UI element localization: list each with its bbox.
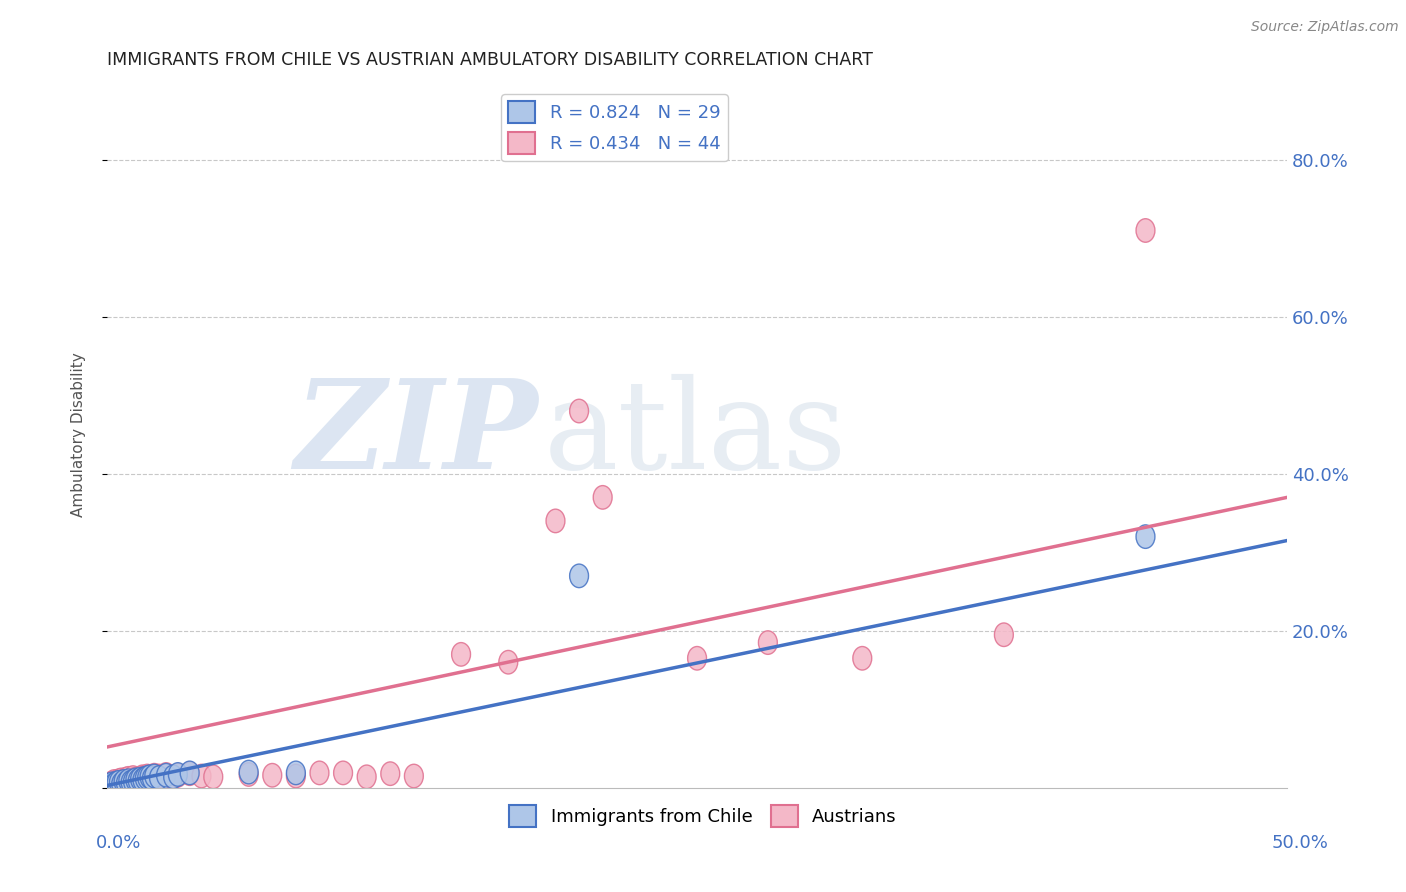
Ellipse shape (287, 761, 305, 785)
Ellipse shape (333, 761, 353, 785)
Ellipse shape (853, 647, 872, 670)
Text: 50.0%: 50.0% (1272, 834, 1329, 852)
Ellipse shape (451, 642, 471, 666)
Ellipse shape (381, 762, 399, 786)
Ellipse shape (569, 564, 589, 588)
Ellipse shape (107, 772, 127, 795)
Ellipse shape (180, 761, 200, 785)
Ellipse shape (193, 764, 211, 788)
Ellipse shape (142, 766, 162, 790)
Ellipse shape (124, 766, 142, 789)
Ellipse shape (287, 764, 305, 788)
Ellipse shape (180, 762, 200, 786)
Ellipse shape (758, 631, 778, 655)
Ellipse shape (546, 509, 565, 533)
Legend: Immigrants from Chile, Austrians: Immigrants from Chile, Austrians (502, 797, 904, 834)
Ellipse shape (124, 770, 142, 793)
Ellipse shape (131, 766, 149, 790)
Ellipse shape (103, 772, 121, 796)
Ellipse shape (499, 650, 517, 674)
Ellipse shape (128, 768, 148, 792)
Ellipse shape (120, 766, 138, 790)
Ellipse shape (134, 765, 152, 789)
Ellipse shape (138, 766, 156, 789)
Ellipse shape (994, 623, 1014, 647)
Ellipse shape (405, 764, 423, 788)
Ellipse shape (117, 767, 135, 791)
Ellipse shape (163, 766, 183, 789)
Ellipse shape (117, 772, 135, 795)
Ellipse shape (688, 647, 707, 670)
Ellipse shape (1136, 219, 1154, 243)
Ellipse shape (107, 771, 127, 794)
Ellipse shape (135, 766, 155, 790)
Legend: R = 0.824   N = 29, R = 0.434   N = 44: R = 0.824 N = 29, R = 0.434 N = 44 (501, 94, 728, 161)
Ellipse shape (127, 767, 145, 791)
Ellipse shape (104, 772, 124, 797)
Ellipse shape (204, 765, 222, 789)
Ellipse shape (112, 772, 131, 796)
Y-axis label: Ambulatory Disability: Ambulatory Disability (72, 352, 86, 517)
Ellipse shape (114, 770, 134, 793)
Ellipse shape (103, 772, 121, 795)
Ellipse shape (141, 765, 159, 789)
Ellipse shape (120, 769, 138, 792)
Ellipse shape (121, 771, 141, 794)
Ellipse shape (169, 764, 187, 787)
Ellipse shape (163, 765, 183, 789)
Ellipse shape (169, 763, 187, 786)
Ellipse shape (100, 772, 120, 797)
Ellipse shape (135, 766, 155, 789)
Ellipse shape (100, 773, 120, 797)
Ellipse shape (569, 400, 589, 423)
Text: IMMIGRANTS FROM CHILE VS AUSTRIAN AMBULATORY DISABILITY CORRELATION CHART: IMMIGRANTS FROM CHILE VS AUSTRIAN AMBULA… (107, 51, 873, 69)
Ellipse shape (127, 768, 145, 792)
Ellipse shape (145, 764, 163, 788)
Ellipse shape (593, 485, 612, 509)
Ellipse shape (357, 765, 377, 789)
Ellipse shape (149, 764, 169, 788)
Ellipse shape (141, 765, 159, 789)
Ellipse shape (112, 768, 131, 792)
Ellipse shape (311, 761, 329, 785)
Ellipse shape (104, 770, 124, 793)
Ellipse shape (149, 766, 169, 789)
Ellipse shape (156, 763, 176, 786)
Ellipse shape (110, 771, 128, 794)
Text: Source: ZipAtlas.com: Source: ZipAtlas.com (1251, 20, 1399, 34)
Ellipse shape (131, 767, 149, 791)
Text: 0.0%: 0.0% (96, 834, 141, 852)
Ellipse shape (1136, 524, 1154, 549)
Ellipse shape (156, 764, 176, 787)
Ellipse shape (239, 763, 259, 786)
Ellipse shape (114, 770, 134, 793)
Ellipse shape (239, 760, 259, 784)
Ellipse shape (121, 769, 141, 792)
Ellipse shape (134, 768, 152, 792)
Ellipse shape (128, 769, 148, 792)
Ellipse shape (263, 764, 281, 787)
Ellipse shape (138, 764, 156, 788)
Text: ZIP: ZIP (294, 374, 537, 495)
Text: atlas: atlas (544, 374, 846, 495)
Ellipse shape (110, 769, 128, 792)
Ellipse shape (145, 764, 163, 787)
